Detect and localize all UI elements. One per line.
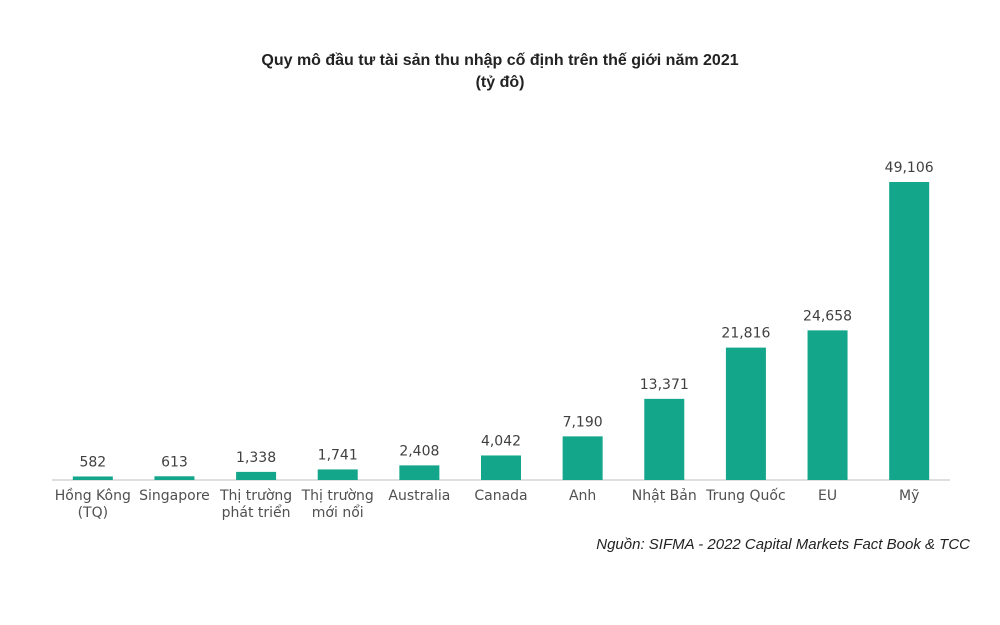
value-label: 7,190 xyxy=(563,414,603,430)
bar xyxy=(644,398,685,480)
bar xyxy=(481,455,521,480)
value-label: 613 xyxy=(161,454,188,470)
bar xyxy=(72,476,113,480)
bar xyxy=(807,330,848,480)
x-tick-label: Australia xyxy=(388,488,451,504)
x-tick-label: Singapore xyxy=(139,488,210,504)
chart-subtitle: (tỷ đô) xyxy=(475,74,525,91)
x-tick-label: Nhật Bản xyxy=(631,488,697,504)
x-tick-label: Canada xyxy=(474,488,528,504)
x-tick-label: Mỹ xyxy=(898,488,920,504)
bar xyxy=(889,182,930,480)
value-label: 582 xyxy=(79,454,106,470)
bar xyxy=(154,476,195,480)
x-tick-label: Trung Quốc xyxy=(706,488,786,504)
bar xyxy=(236,471,277,480)
source: Nguồn: SIFMA - 2022 Capital Markets Fact… xyxy=(596,536,970,553)
bar xyxy=(725,347,766,480)
bar xyxy=(317,469,358,480)
value-label: 4,042 xyxy=(481,433,521,449)
value-label: 24,658 xyxy=(803,308,852,324)
x-tick-label: EU xyxy=(817,488,838,504)
value-label: 1,338 xyxy=(236,450,276,466)
value-label: 21,816 xyxy=(721,326,770,342)
value-label: 49,106 xyxy=(885,160,934,176)
x-tick-label: Thị trường phát triển xyxy=(219,488,293,521)
value-label: 1,741 xyxy=(318,447,358,463)
chart-title: Quy mô đầu tư tài sản thu nhập cố định t… xyxy=(261,52,739,69)
x-tick-label: Hồng Kông (TQ) xyxy=(54,488,131,521)
bar xyxy=(399,465,440,480)
bar xyxy=(562,436,603,480)
x-tick-label: Anh xyxy=(568,488,597,504)
value-label: 2,408 xyxy=(399,443,439,459)
value-label: 13,371 xyxy=(640,377,689,393)
x-tick-label: Thị trường mới nổi xyxy=(301,488,374,521)
